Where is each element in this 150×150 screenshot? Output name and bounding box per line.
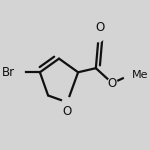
Circle shape <box>9 65 24 80</box>
Text: Br: Br <box>2 66 15 79</box>
Circle shape <box>124 69 136 81</box>
Text: O: O <box>108 77 117 90</box>
Circle shape <box>107 78 117 88</box>
Text: O: O <box>63 105 72 118</box>
Text: Me: Me <box>132 70 148 80</box>
Text: O: O <box>95 21 105 34</box>
Circle shape <box>62 97 72 107</box>
Circle shape <box>94 32 103 42</box>
